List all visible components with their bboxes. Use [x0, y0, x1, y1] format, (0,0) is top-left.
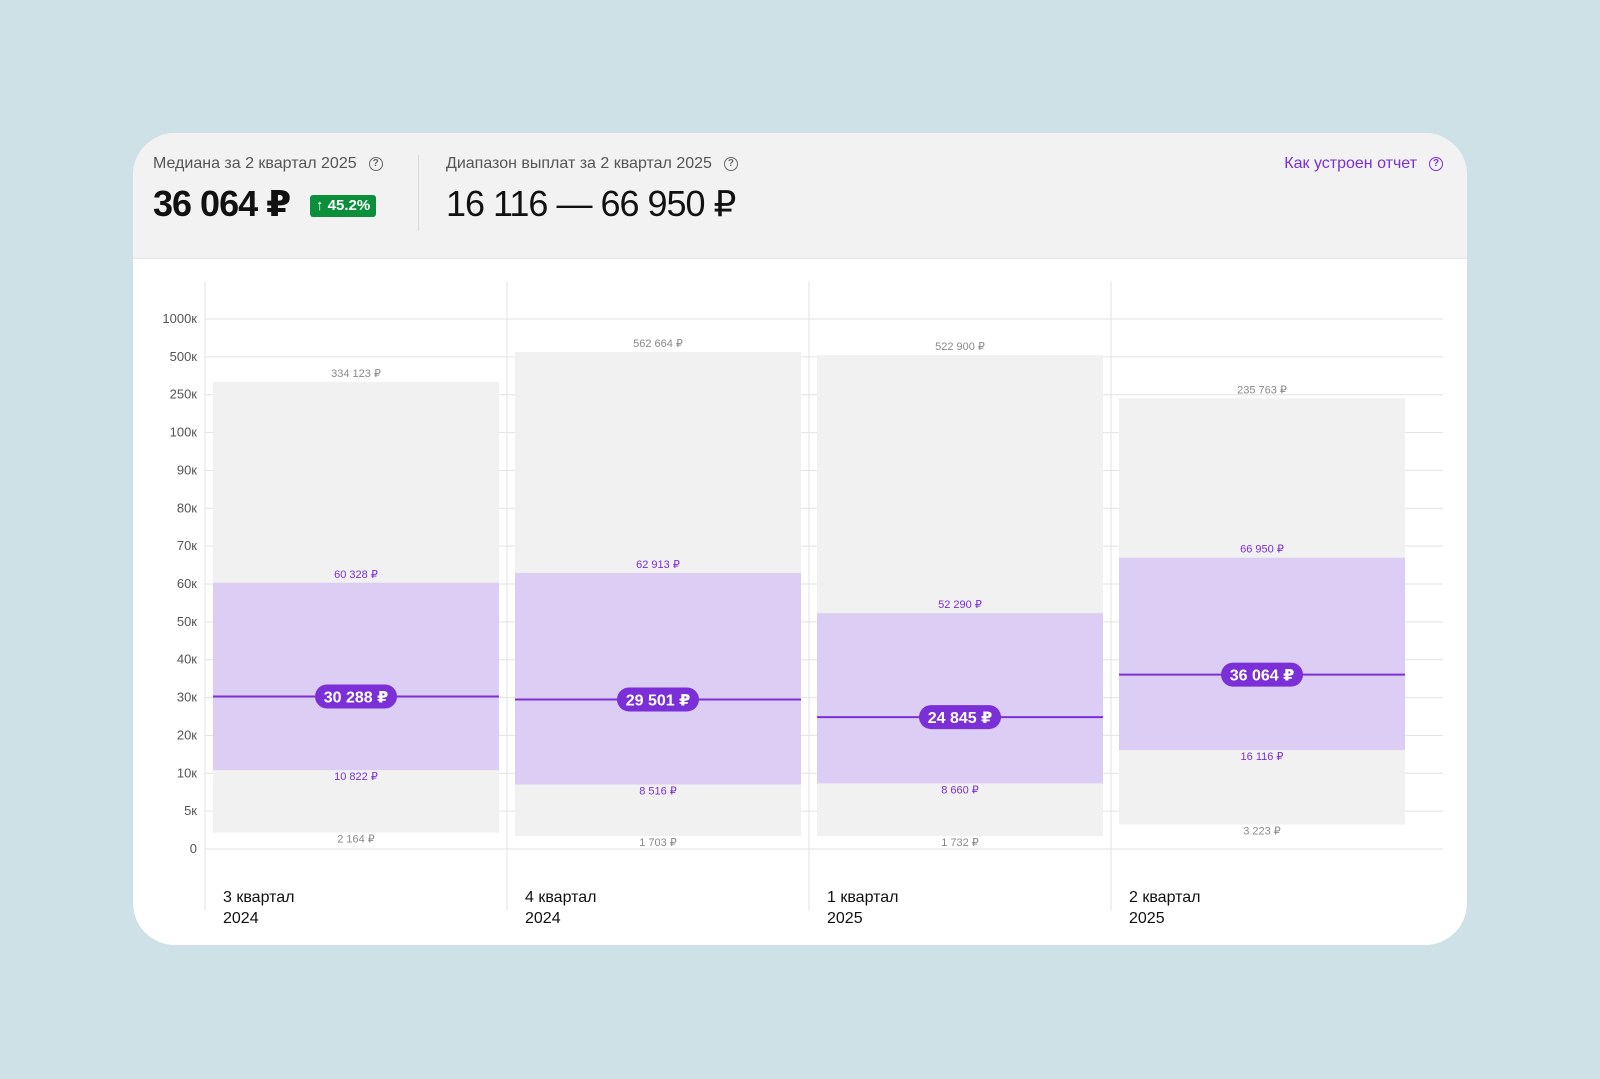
y-tick-label: 40к: [177, 652, 197, 667]
p25-value-label: 10 822 ₽: [334, 771, 378, 783]
range-value: 16 116 — 66 950 ₽: [446, 183, 736, 224]
min-value-label: 1 703 ₽: [639, 837, 677, 849]
interquartile-range-bar: [515, 572, 801, 785]
y-tick-label: 20к: [177, 727, 197, 742]
min-value-label: 3 223 ₽: [1243, 826, 1281, 838]
p25-value-label: 8 660 ₽: [941, 784, 979, 796]
median-label: Медиана за 2 квартал 2025 ?: [153, 155, 383, 173]
max-value-label: 235 763 ₽: [1237, 384, 1287, 396]
change-badge: ↑ 45.2%: [310, 195, 377, 217]
x-axis-label-year: 2024: [525, 910, 561, 927]
p75-value-label: 60 328 ₽: [334, 569, 378, 581]
min-value-label: 1 732 ₽: [941, 837, 979, 849]
p75-value-label: 66 950 ₽: [1240, 544, 1284, 556]
median-value-label: 30 288 ₽: [324, 689, 389, 706]
y-tick-label: 0: [190, 841, 197, 856]
report-card: Медиана за 2 квартал 2025 ? 36 064 ₽ ↑ 4…: [133, 133, 1467, 945]
median-pill: [1221, 662, 1303, 687]
question-circle-icon[interactable]: ?: [368, 157, 383, 171]
median-value: 36 064 ₽: [153, 183, 291, 224]
max-value-label: 334 123 ₽: [331, 368, 381, 380]
y-tick-label: 60к: [177, 576, 197, 591]
y-tick-label: 5к: [184, 803, 197, 818]
question-circle-icon[interactable]: ?: [1429, 157, 1443, 171]
median-value-label: 36 064 ₽: [1230, 668, 1295, 685]
max-value-label: 562 664 ₽: [633, 338, 683, 350]
p25-value-label: 8 516 ₽: [639, 786, 677, 798]
p75-value-label: 52 290 ₽: [938, 599, 982, 611]
x-axis-label-year: 2025: [1129, 910, 1165, 927]
y-tick-label: 250к: [170, 387, 198, 402]
y-tick-label: 70к: [177, 538, 197, 553]
y-tick-label: 90к: [177, 462, 197, 477]
x-axis-label-year: 2025: [827, 910, 863, 927]
median-pill: [617, 687, 699, 712]
question-circle-icon[interactable]: ?: [723, 157, 738, 171]
y-tick-label: 30к: [177, 690, 197, 705]
interquartile-range-bar: [213, 582, 499, 771]
interquartile-range-bar: [817, 613, 1103, 784]
how-report-works-link[interactable]: Как устроен отчет ?: [1284, 155, 1443, 173]
p75-value-label: 62 913 ₽: [636, 559, 680, 571]
report-link-text[interactable]: Как устроен отчет: [1284, 155, 1417, 172]
x-axis-label-quarter: 4 квартал: [525, 889, 597, 906]
median-label-text: Медиана за 2 квартал 2025: [153, 155, 357, 172]
p25-value-label: 16 116 ₽: [1241, 751, 1284, 763]
salary-chart: 0 5к 10к 20к 30к 40к 50к 60к 70к 80к 90к 100к 250к 50…: [162, 281, 1443, 927]
interquartile-range-bar: [1119, 557, 1405, 751]
median-value-label: 29 501 ₽: [626, 692, 691, 709]
median-value-label: 24 845 ₽: [928, 710, 993, 727]
y-tick-label: 100к: [170, 425, 198, 440]
divider: [418, 155, 419, 231]
range-label-text: Диапазон выплат за 2 квартал 2025: [446, 155, 712, 172]
median-pill: [919, 705, 1001, 730]
max-value-label: 522 900 ₽: [935, 341, 985, 353]
y-tick-label: 500к: [170, 349, 198, 364]
y-tick-label: 80к: [177, 500, 197, 515]
x-axis-label-quarter: 2 квартал: [1129, 889, 1201, 906]
y-tick-label: 1000к: [162, 311, 197, 326]
x-axis-label-year: 2024: [223, 910, 259, 927]
report-header: Медиана за 2 квартал 2025 ? 36 064 ₽ ↑ 4…: [133, 133, 1467, 259]
x-axis-label-quarter: 3 квартал: [223, 889, 295, 906]
y-tick-label: 50к: [177, 614, 197, 629]
y-tick-label: 10к: [177, 765, 197, 780]
median-pill: [315, 684, 397, 709]
x-axis-label-quarter: 1 квартал: [827, 889, 899, 906]
range-label: Диапазон выплат за 2 квартал 2025 ?: [446, 155, 738, 173]
min-value-label: 2 164 ₽: [337, 834, 375, 846]
